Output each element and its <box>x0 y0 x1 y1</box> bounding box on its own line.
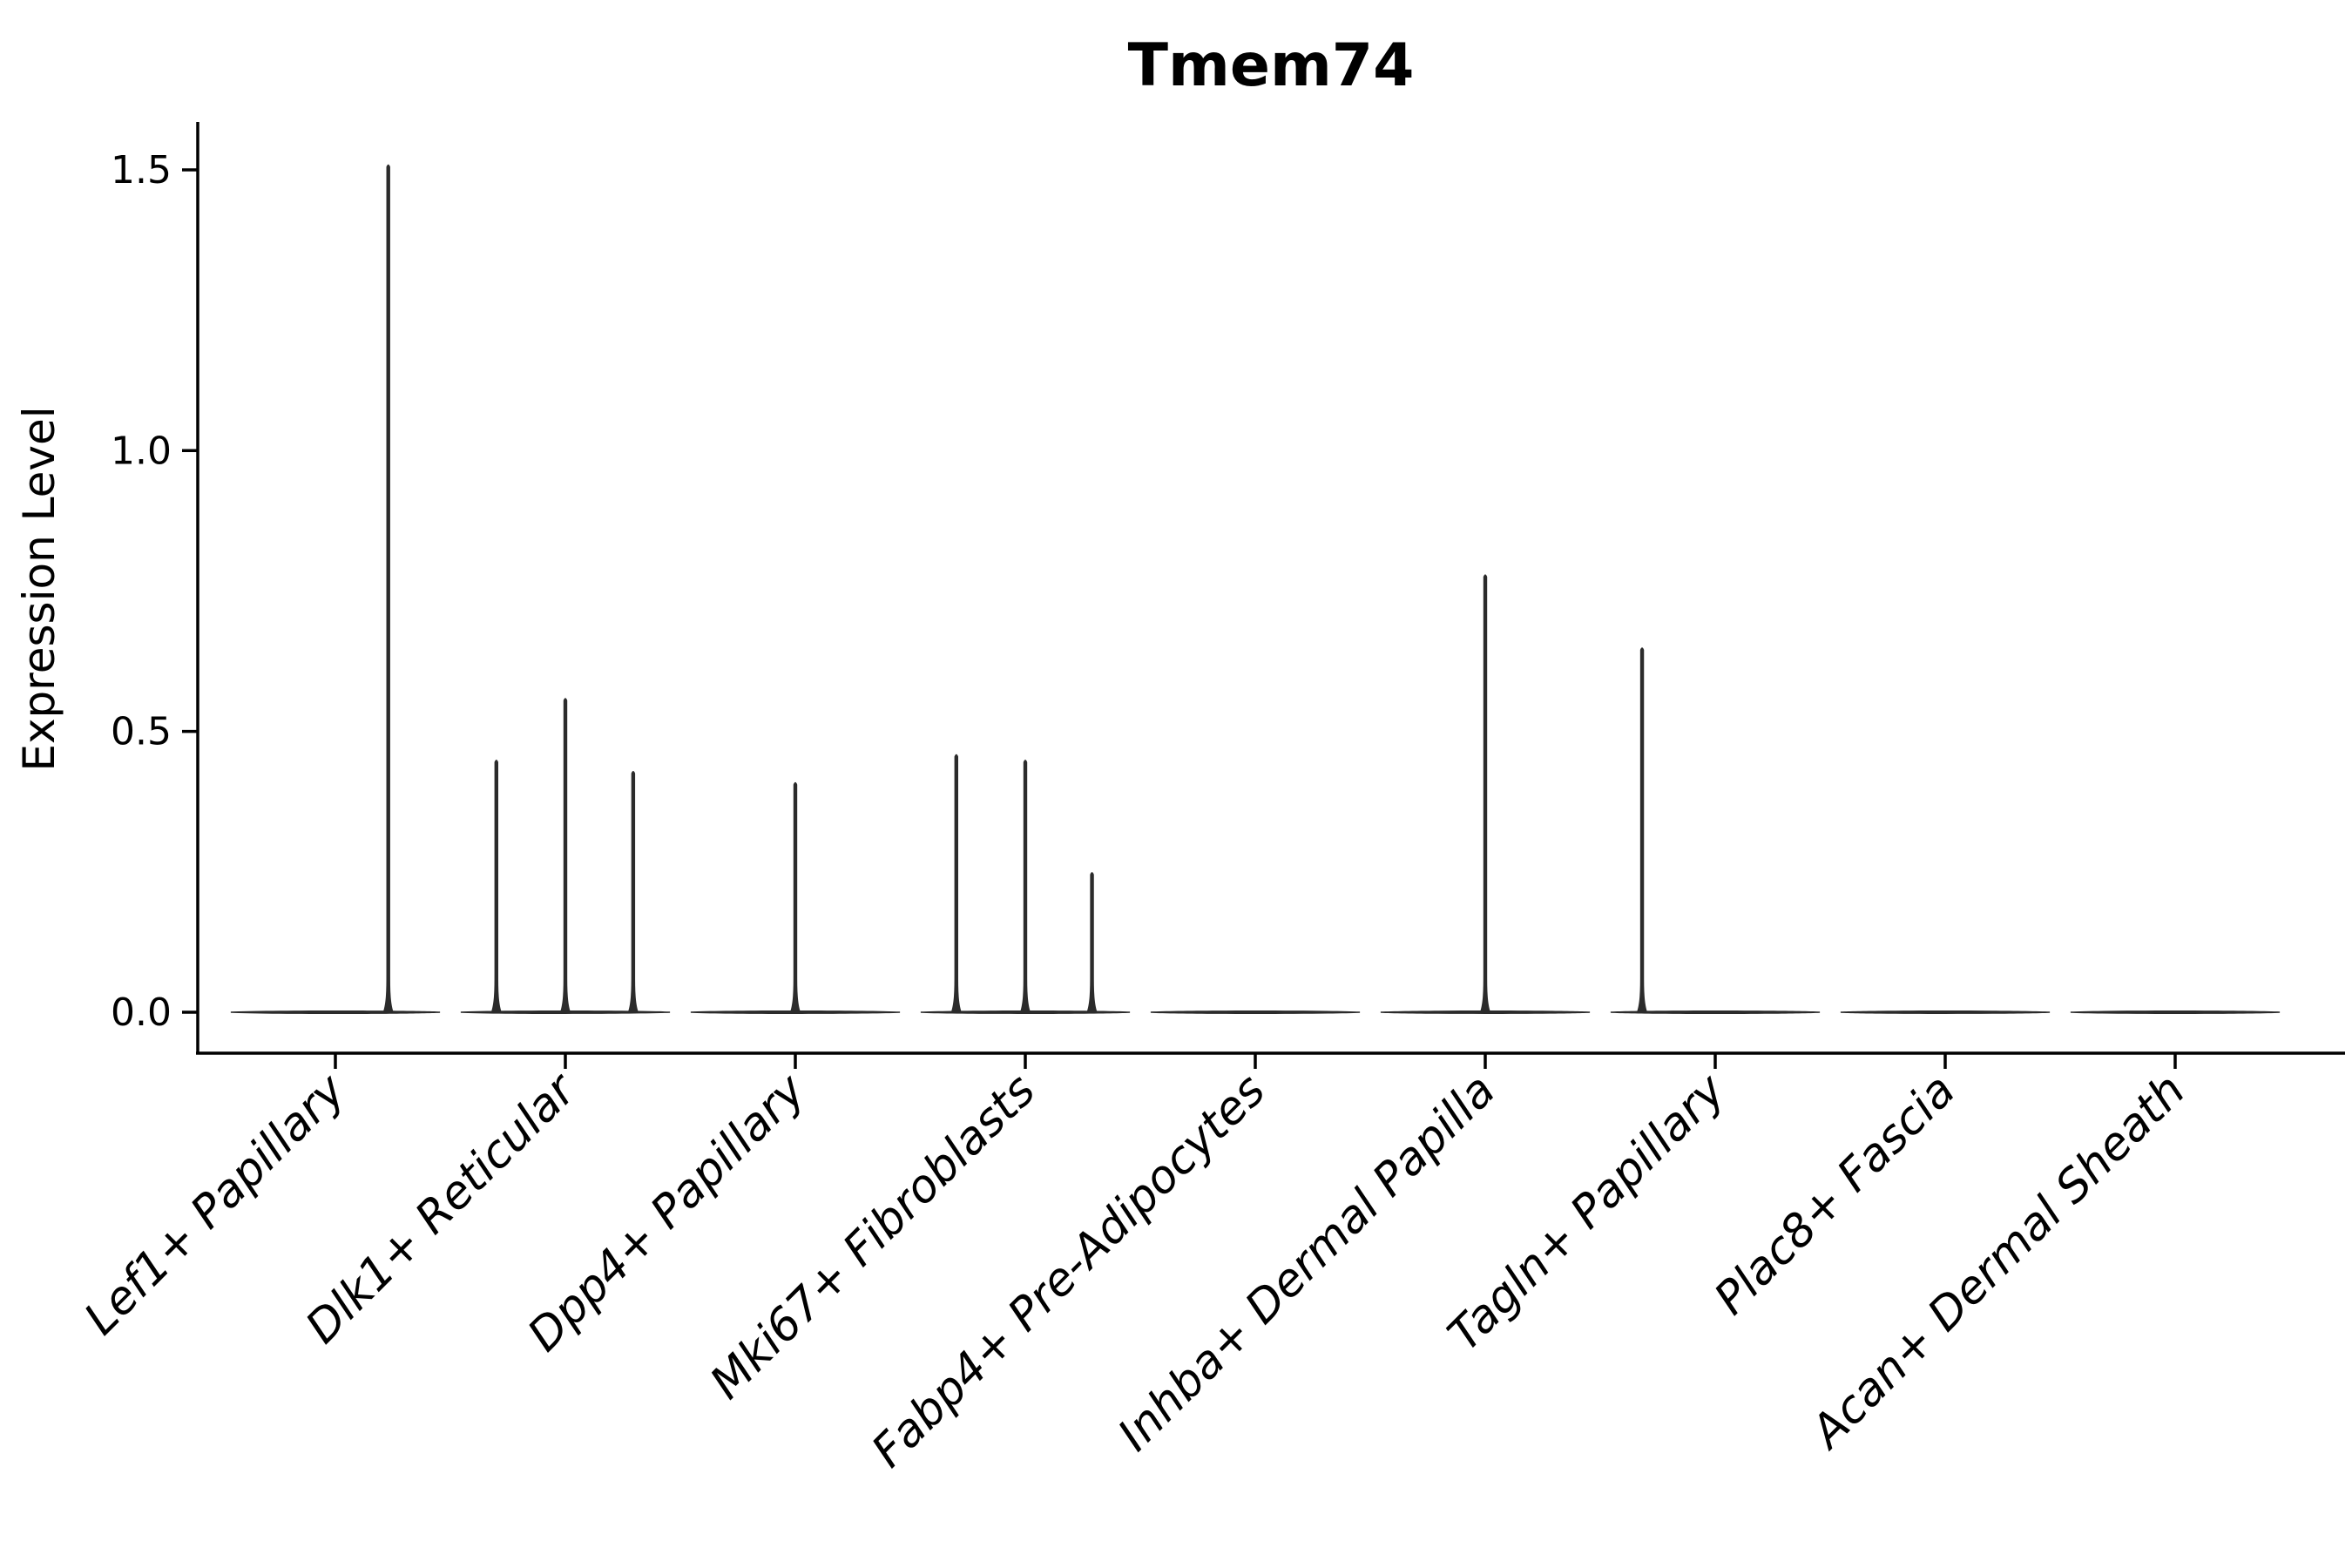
violin <box>1840 1010 2051 1014</box>
violin-spike <box>560 698 571 1012</box>
violin-baseline <box>2070 1010 2281 1014</box>
plot-title: Tmem74 <box>1128 31 1415 100</box>
violin-baseline <box>1840 1010 2051 1014</box>
violin-spike <box>950 754 962 1012</box>
violin <box>1380 574 1591 1014</box>
violin <box>460 698 671 1014</box>
violin-spike <box>790 781 801 1012</box>
y-tick-label: 0.0 <box>111 990 172 1035</box>
violin-spike <box>1020 760 1031 1012</box>
y-tick-label: 1.0 <box>111 429 172 473</box>
y-axis: 0.0 0.5 1.0 1.5 <box>111 148 198 1035</box>
violin-spike <box>490 760 502 1012</box>
y-tick-label: 0.5 <box>111 710 172 754</box>
y-tick-label: 1.5 <box>111 148 172 193</box>
violin <box>1150 1010 1361 1014</box>
x-tick-label: Plac8+ Fascia <box>1705 1064 1965 1325</box>
violin-spike <box>1086 872 1098 1012</box>
violin <box>920 754 1131 1014</box>
x-tick-label: Fabp4+ Pre-Adipocytes <box>862 1064 1276 1478</box>
violin-spike <box>627 771 639 1012</box>
x-tick-label: Inhba+ Dermal Papilla <box>1108 1064 1505 1462</box>
violin <box>690 781 901 1014</box>
violin-baseline <box>1610 1010 1821 1014</box>
violin-spike <box>1480 574 1490 1012</box>
violin <box>230 164 441 1014</box>
violin <box>1610 647 1821 1014</box>
violin <box>2070 1010 2281 1014</box>
violin-baseline <box>230 1010 441 1014</box>
y-axis-label: Expression Level <box>14 406 64 771</box>
violin-spike <box>382 164 394 1013</box>
violin-baseline <box>1150 1010 1361 1014</box>
violin-spike <box>1637 647 1648 1012</box>
x-tick-label: Acan+ Dermal Sheath <box>1800 1064 2195 1460</box>
violins-layer <box>230 164 2281 1014</box>
